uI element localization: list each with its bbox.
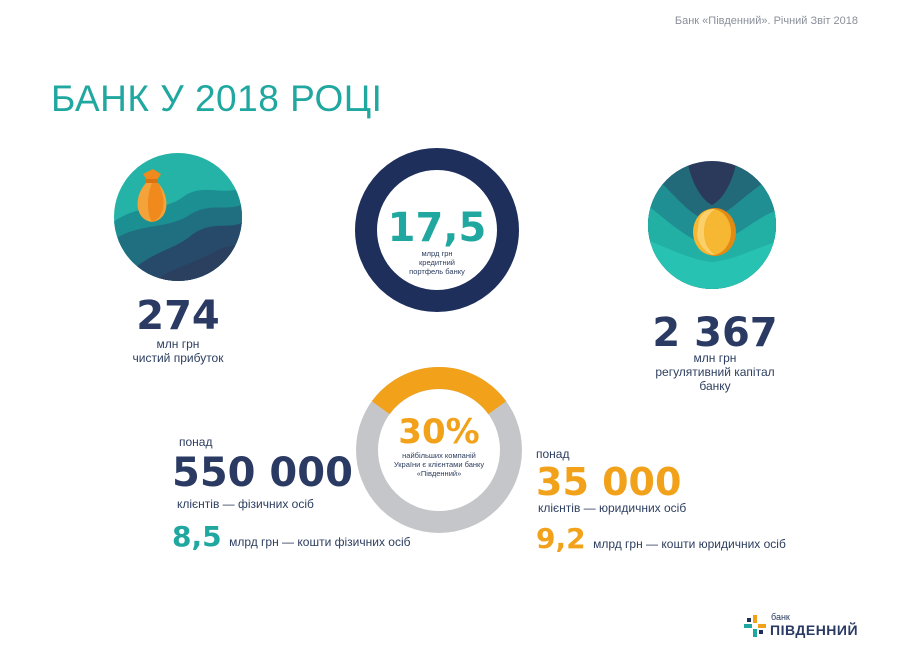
profit-value: 274 (136, 293, 220, 339)
pivdennyi-logo-icon (744, 615, 766, 637)
companies-line1: найбільших компаній (402, 451, 476, 460)
individuals-funds-value: 8,5 (172, 520, 222, 553)
companies-value: 30% (398, 412, 480, 452)
legal-value: 35 000 (536, 460, 682, 504)
gold-coin-icon (693, 208, 736, 256)
individuals-label: клієнтів — фізичних осіб (177, 497, 314, 511)
credit-line2: кредитний (419, 258, 455, 267)
companies-text: 30% найбільших компаній України є клієнт… (372, 413, 506, 478)
individuals-funds-label: млрд грн — кошти фізичних осіб (229, 535, 411, 549)
bank-logo: банк ПІВДЕННИЙ (744, 613, 864, 639)
credit-portfolio-ring (355, 148, 519, 312)
logo-text-big: ПІВДЕННИЙ (770, 622, 859, 638)
money-bag-icon (137, 169, 167, 222)
profit-illustration (114, 153, 242, 281)
profit-unit: млн грн (156, 337, 200, 351)
page-title: БАНК У 2018 РОЦІ (51, 78, 383, 119)
individuals-funds: 8,5 млрд грн — кошти фізичних осіб (172, 520, 411, 553)
capital-unit: млн грн (693, 351, 737, 365)
credit-value: 17,5 (387, 205, 487, 251)
credit-line1: млрд грн (421, 249, 453, 258)
individuals-prefix: понад (179, 435, 213, 449)
logo-text-small: банк (771, 612, 790, 622)
legal-funds: 9,2 млрд грн — кошти юридичних осіб (536, 522, 786, 555)
companies-share-ring (356, 367, 522, 533)
legal-funds-value: 9,2 (536, 522, 586, 555)
legal-label: клієнтів — юридичних осіб (538, 501, 687, 515)
companies-line3: «Південний» (416, 469, 462, 478)
individuals-value: 550 000 (172, 450, 353, 496)
capital-line1: регулятивний капітал (655, 365, 775, 379)
capital-value: 2 367 (652, 310, 778, 356)
companies-share-arc (371, 367, 507, 415)
legal-funds-label: млрд грн — кошти юридичних осіб (593, 537, 786, 551)
legal-prefix: понад (536, 447, 570, 461)
credit-line3: портфель банку (409, 267, 465, 276)
capital-illustration (648, 161, 776, 289)
capital-line2: банку (699, 379, 731, 393)
companies-line2: України є клієнтами банку (393, 460, 485, 469)
report-header-note: Банк «Південний». Річний Звіт 2018 (674, 15, 858, 27)
profit-label: чистий прибуток (132, 351, 224, 365)
credit-portfolio-text: 17,5 млрд грн кредитний портфель банку (380, 207, 494, 276)
